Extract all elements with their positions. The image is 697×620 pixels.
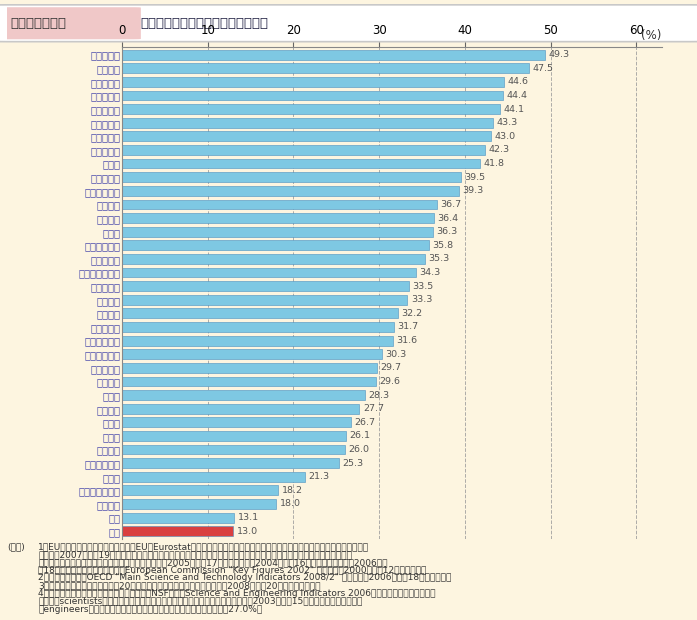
Bar <box>122 91 503 100</box>
Text: 41.8: 41.8 <box>484 159 505 168</box>
Bar <box>122 526 233 536</box>
Text: 32.2: 32.2 <box>401 309 422 318</box>
Bar <box>122 499 276 509</box>
Text: 33.3: 33.3 <box>411 295 432 304</box>
Text: 27.7: 27.7 <box>363 404 384 413</box>
Bar <box>122 335 393 345</box>
Text: (%): (%) <box>641 29 661 42</box>
Bar <box>122 513 234 523</box>
Text: 39.5: 39.5 <box>464 173 485 182</box>
Text: 研究者に占める女性割合の国際比較: 研究者に占める女性割合の国際比較 <box>140 17 268 30</box>
Text: 33.5: 33.5 <box>413 281 434 291</box>
Text: チェコは2007（平成19）年。ポルトガル，アイスランド，ギリシャ，スウェーデン，ノルウェー，アイルランド，デンマー: チェコは2007（平成19）年。ポルトガル，アイスランド，ギリシャ，スウェーデン… <box>38 551 352 559</box>
Bar <box>122 349 382 359</box>
Text: 18.0: 18.0 <box>279 500 300 508</box>
Text: 29.7: 29.7 <box>380 363 401 373</box>
Text: 26.7: 26.7 <box>354 418 376 427</box>
Text: 4．アメリカ合衆国の数値は，国立科学財団（NSF）の「Science and Engineering Indicators 2006」に基づく雇用されている: 4．アメリカ合衆国の数値は，国立科学財団（NSF）の「Science and E… <box>38 589 436 598</box>
Bar <box>122 254 424 264</box>
Text: 31.6: 31.6 <box>397 336 418 345</box>
Text: 31.7: 31.7 <box>397 322 418 332</box>
Bar <box>122 63 529 73</box>
Text: 30.3: 30.3 <box>385 350 406 359</box>
Bar <box>122 404 360 414</box>
Text: 28.3: 28.3 <box>368 391 389 399</box>
FancyBboxPatch shape <box>0 5 697 42</box>
Bar <box>122 417 351 427</box>
Bar <box>122 145 484 155</box>
Text: 34.3: 34.3 <box>420 268 441 277</box>
Text: 42.3: 42.3 <box>488 146 510 154</box>
Bar <box>122 213 434 223</box>
Text: 36.4: 36.4 <box>438 213 459 223</box>
Bar <box>122 241 429 250</box>
Bar <box>122 431 346 441</box>
Bar <box>122 390 365 400</box>
Bar <box>122 172 461 182</box>
Bar <box>122 268 416 277</box>
Bar <box>122 472 305 482</box>
Text: 43.0: 43.0 <box>494 132 515 141</box>
Bar <box>122 131 491 141</box>
Bar <box>122 200 436 210</box>
Text: 25.3: 25.3 <box>342 459 363 467</box>
Text: 26.1: 26.1 <box>349 432 370 440</box>
Text: 43.3: 43.3 <box>497 118 518 127</box>
Text: 18.2: 18.2 <box>282 486 302 495</box>
Text: 35.8: 35.8 <box>432 241 454 250</box>
Bar <box>122 104 500 114</box>
Bar <box>122 281 409 291</box>
Text: (備考): (備考) <box>7 542 24 552</box>
Text: 44.4: 44.4 <box>506 91 527 100</box>
Bar <box>122 376 376 386</box>
Text: 13.1: 13.1 <box>238 513 259 522</box>
Bar <box>122 445 345 454</box>
Bar <box>122 485 278 495</box>
FancyBboxPatch shape <box>1 7 141 39</box>
Text: 第１－７－６図: 第１－７－６図 <box>10 17 66 30</box>
Text: 44.1: 44.1 <box>503 105 525 113</box>
Text: 36.7: 36.7 <box>440 200 461 209</box>
Bar <box>122 77 505 87</box>
Text: 49.3: 49.3 <box>548 50 569 59</box>
Text: 2．韓国の数値は，OECD "Main Science and Technology Indicators 2008/2" に基づく（2006（平成18）年時点: 2．韓国の数値は，OECD "Main Science and Technolo… <box>38 574 452 583</box>
Bar <box>122 363 376 373</box>
Text: 47.5: 47.5 <box>533 64 553 73</box>
Text: 29.6: 29.6 <box>379 377 400 386</box>
Text: 1．EU諸国の値は，イギリス以外は，EU「Eurostat」より作成。推定値，暫定値を含む。エストニア，スロバキア，ロシア，: 1．EU諸国の値は，イギリス以外は，EU「Eurostat」より作成。推定値，暫… <box>38 542 369 552</box>
Text: 13.0: 13.0 <box>237 527 258 536</box>
Bar <box>122 309 398 318</box>
Text: 36.3: 36.3 <box>436 227 458 236</box>
Text: 21.3: 21.3 <box>308 472 329 481</box>
Text: 44.6: 44.6 <box>508 78 529 86</box>
Text: 35.3: 35.3 <box>428 254 450 264</box>
Bar <box>122 295 408 304</box>
Text: 3．日本の数値は，総務省「平成20年科学技術研究調査報告書」に基づく（2008（平成20）年３月時点）。: 3．日本の数値は，総務省「平成20年科学技術研究調査報告書」に基づく（2008（… <box>38 582 321 590</box>
Text: 39.3: 39.3 <box>462 187 484 195</box>
Bar <box>122 227 434 237</box>
Text: 26.0: 26.0 <box>348 445 369 454</box>
Bar <box>122 118 493 128</box>
Text: 科学者（scientists）における女性割合（人文科学の一部及び社会科学を含む）。2003（平成15）年時点の数値。技術者: 科学者（scientists）における女性割合（人文科学の一部及び社会科学を含む… <box>38 596 362 606</box>
Bar <box>122 458 339 468</box>
Bar <box>122 159 480 169</box>
Text: 成18）年時点。イギリスの値は，European Commission "Key Figures 2002" に基づく（2000（平成12）年時点）。: 成18）年時点。イギリスの値は，European Commission "Key… <box>38 565 427 575</box>
Bar <box>122 322 394 332</box>
Bar <box>122 186 459 196</box>
Text: （engineers）を含んだ場合，全体に占める女性科学者・技術者割合は27.0%。: （engineers）を含んだ場合，全体に占める女性科学者・技術者割合は27.0… <box>38 604 263 614</box>
Text: ク，ベルギー，ドイツ，ルクセンブルク，オランダは2005（平成17）年。スイスは2004（平成16）年。その他の国は2006（平: ク，ベルギー，ドイツ，ルクセンブルク，オランダは2005（平成17）年。スイスは… <box>38 558 388 567</box>
Bar <box>122 50 544 60</box>
